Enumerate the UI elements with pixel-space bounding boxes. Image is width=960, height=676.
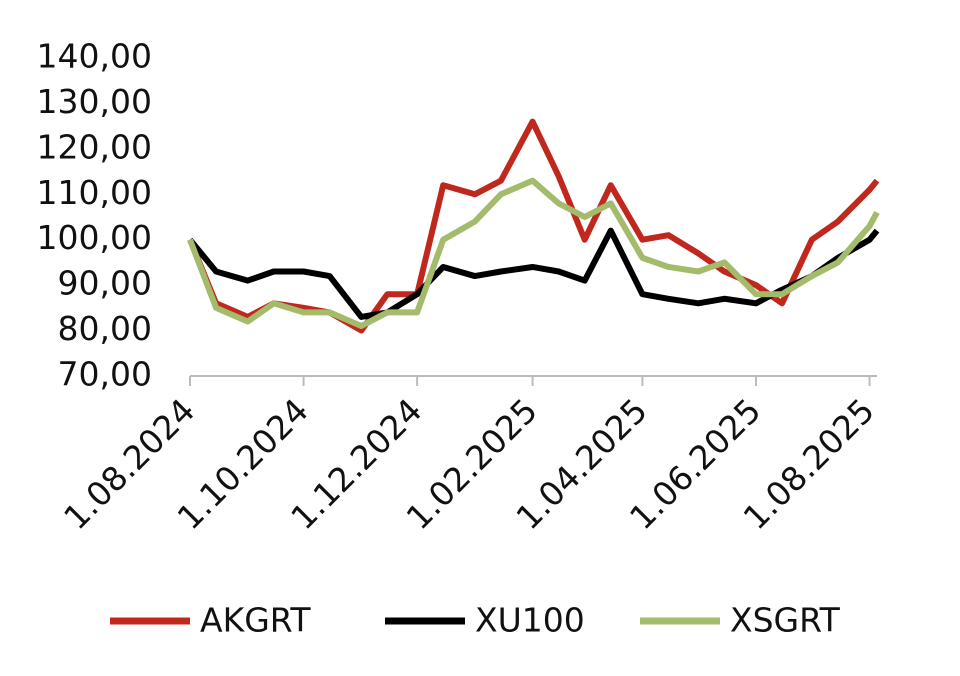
legend-label: XU100	[475, 601, 585, 640]
series-line	[187, 118, 880, 334]
y-tick-label: 100,00	[37, 218, 152, 257]
y-tick-label: 140,00	[37, 37, 152, 76]
series-line	[187, 177, 880, 330]
legend-label: XSGRT	[730, 601, 841, 640]
y-tick-label: 70,00	[58, 355, 152, 394]
y-tick-label: 130,00	[37, 82, 152, 121]
y-tick-label: 110,00	[37, 173, 152, 212]
y-tick-label: 90,00	[58, 264, 152, 303]
y-tick-label: 80,00	[58, 309, 152, 348]
y-tick-label: 120,00	[37, 127, 152, 166]
legend-label: AKGRT	[200, 601, 311, 640]
